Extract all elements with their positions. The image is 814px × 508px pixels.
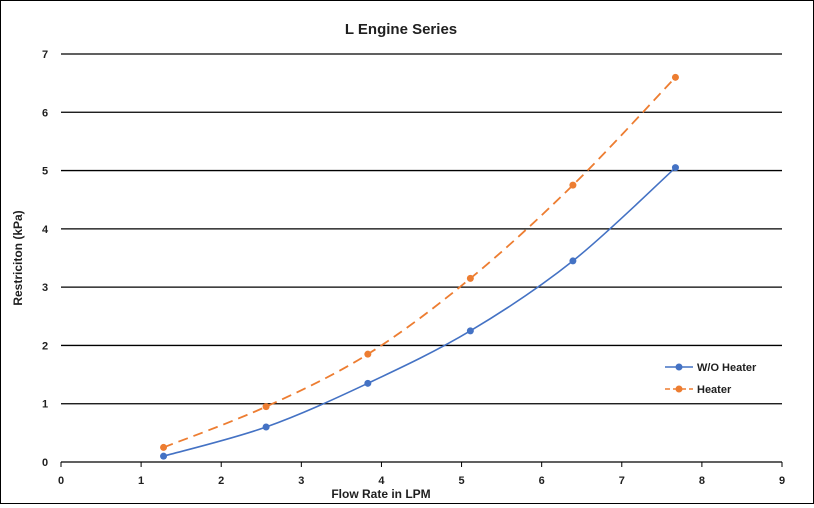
x-tick-label: 3 — [298, 475, 304, 487]
x-tick-label: 4 — [378, 475, 385, 487]
y-tick-label: 7 — [42, 49, 48, 61]
data-point-w-o-heater — [569, 257, 577, 265]
chart-title: L Engine Series — [345, 21, 457, 38]
x-axis-label: Flow Rate in LPM — [331, 487, 430, 501]
y-tick-label: 6 — [42, 107, 48, 119]
series-line-heater — [163, 76, 677, 449]
x-tick-label: 0 — [58, 475, 64, 487]
y-tick-label: 3 — [42, 282, 48, 294]
data-point-heater — [262, 403, 270, 411]
axes: 0 1 2 3 4 5 6 7 0 1 2 3 4 5 6 7 8 9 — [42, 49, 785, 487]
y-tick-label: 4 — [42, 224, 49, 236]
data-point-w-o-heater — [364, 379, 372, 387]
x-tick-label: 7 — [619, 475, 625, 487]
grid-lines — [61, 53, 782, 405]
y-tick-label: 5 — [42, 166, 48, 178]
data-point-w-o-heater — [160, 452, 168, 460]
legend-label-heater: Heater — [697, 384, 732, 396]
y-tick-label: 2 — [42, 340, 48, 352]
legend: W/O Heater Heater — [665, 362, 757, 396]
x-tick-label: 9 — [779, 475, 785, 487]
legend-label-w-o-heater: W/O Heater — [697, 362, 757, 374]
data-point-w-o-heater — [671, 164, 679, 172]
y-axis-label: Restriciton (kPa) — [11, 210, 25, 305]
data-point-heater — [160, 443, 168, 451]
legend-marker-heater — [675, 385, 683, 393]
x-tick-label: 5 — [458, 475, 464, 487]
x-tick-label: 8 — [699, 475, 705, 487]
series-line-w-o-heater — [163, 167, 676, 457]
x-tick-label: 1 — [138, 475, 144, 487]
data-point-heater — [466, 274, 474, 282]
series — [160, 73, 679, 460]
x-tick-label: 6 — [539, 475, 545, 487]
data-point-heater — [364, 350, 372, 358]
data-point-w-o-heater — [466, 327, 474, 335]
data-point-w-o-heater — [262, 423, 270, 431]
y-tick-label: 1 — [42, 399, 48, 411]
legend-marker-w-o-heater — [675, 363, 683, 371]
x-tick-label: 2 — [218, 475, 224, 487]
data-point-heater — [569, 181, 577, 189]
y-tick-label: 0 — [42, 457, 48, 469]
data-point-heater — [671, 73, 679, 81]
